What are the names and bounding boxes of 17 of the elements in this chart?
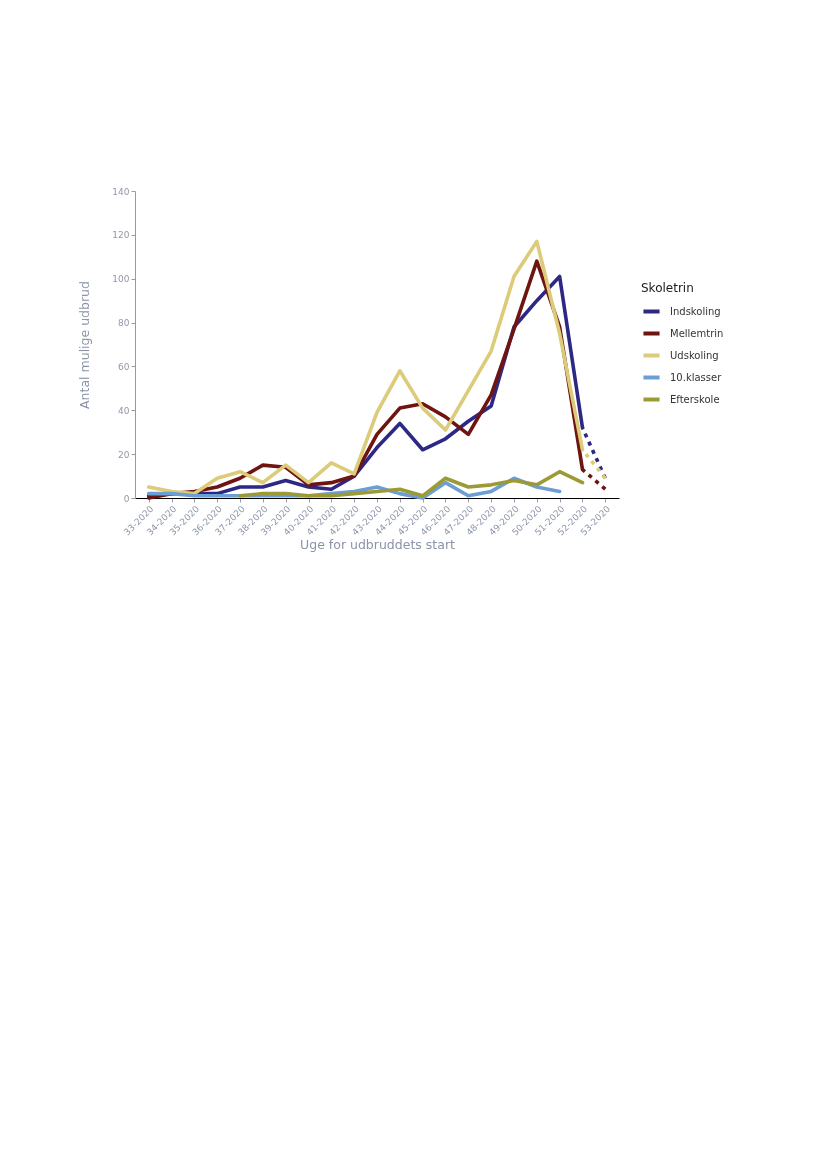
y-tick-label: 40	[118, 405, 130, 416]
y-tick-label: 0	[123, 493, 130, 504]
legend-label: 10.klasser	[670, 371, 723, 383]
y-tick-label: 20	[118, 449, 130, 460]
y-tick-label: 120	[112, 230, 130, 241]
y-axis-title: Antal mulige udbrud	[77, 281, 93, 409]
line-series	[238, 469, 585, 498]
y-tick-label: 60	[118, 361, 130, 372]
y-tick-label: 140	[112, 186, 130, 197]
legend-label: Mellemtrin	[670, 327, 724, 339]
legend-label: Indskoling	[670, 305, 721, 317]
y-tick-label: 100	[112, 274, 130, 285]
legend-title: Skoletrin	[641, 281, 694, 295]
x-axis-title: Uge for udbruddets start	[300, 537, 456, 553]
legend-label: Efterskole	[670, 393, 720, 405]
y-tick-label: 80	[118, 318, 130, 329]
legend-label: Udskoling	[670, 349, 719, 361]
